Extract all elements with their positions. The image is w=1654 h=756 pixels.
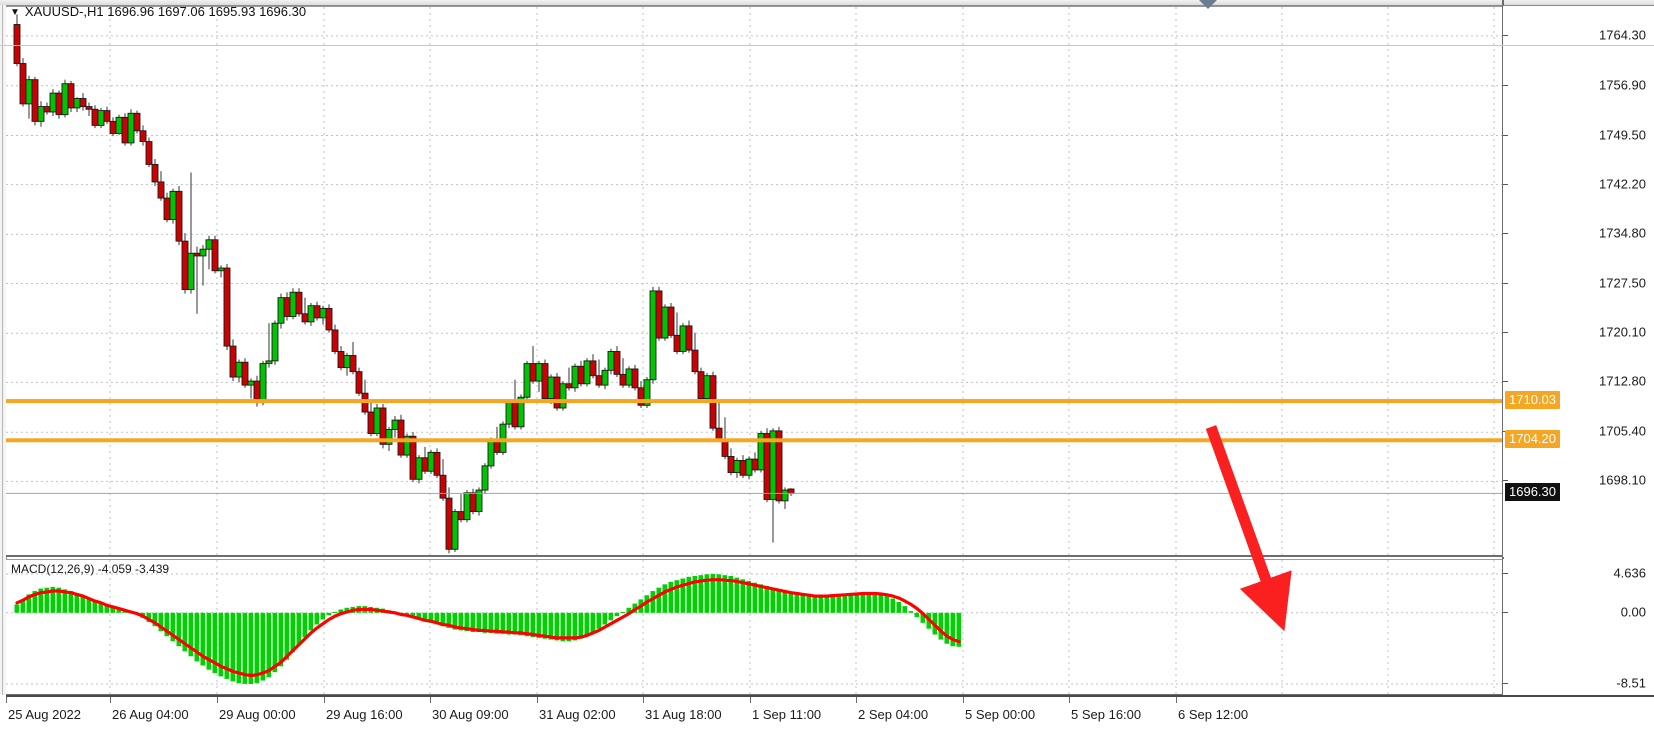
price-tick-mark [1503, 381, 1508, 383]
time-tick-mark [856, 697, 857, 703]
time-tick-label: 30 Aug 09:00 [432, 707, 509, 722]
price-chart-pane[interactable] [6, 6, 1502, 557]
time-tick-label: 26 Aug 04:00 [112, 707, 189, 722]
symbol-ohlc-text: XAUUSD-,H1 1696.96 1697.06 1695.93 1696.… [24, 4, 307, 19]
price-level-label[interactable]: 1710.03 [1505, 391, 1560, 410]
time-axis-bottom-border [0, 45, 1654, 46]
symbol-info-bar: ▼ XAUUSD-,H1 1696.96 1697.06 1695.93 1696… [10, 4, 306, 19]
time-tick-mark [110, 697, 111, 703]
macd-tick-label: -8.51 [1616, 675, 1646, 691]
macd-tick-label: 4.636 [1613, 565, 1646, 581]
time-tick-mark [750, 697, 751, 703]
time-tick-mark [217, 697, 218, 703]
price-tick-mark [1503, 34, 1508, 36]
window-top-strip [0, 0, 1654, 6]
time-tick-label: 1 Sep 11:00 [752, 707, 822, 722]
price-tick-mark [1503, 282, 1508, 284]
time-tick-mark [1069, 697, 1070, 703]
macd-tick-label: 0.00 [1620, 604, 1646, 620]
time-axis[interactable]: 25 Aug 2022 26 Aug 04:00 29 Aug 00:00 29 Au… [6, 695, 1654, 756]
time-tick-mark [963, 697, 964, 703]
time-tick-mark [430, 697, 431, 703]
macd-tick-mark [1503, 611, 1508, 613]
time-tick-label: 2 Sep 04:00 [858, 707, 929, 722]
time-tick-mark [6, 697, 7, 703]
triangle-down-marker-icon[interactable] [1199, 0, 1217, 9]
price-tick-mark [1503, 134, 1508, 136]
time-tick-label: 31 Aug 02:00 [539, 707, 616, 722]
macd-indicator-pane[interactable]: MACD(12,26,9) -4.059 -3.439 [6, 559, 1502, 695]
macd-tick-mark [1503, 573, 1508, 574]
price-tick-label: 1727.50 [1599, 275, 1646, 291]
macd-legend: MACD(12,26,9) -4.059 -3.439 [11, 562, 170, 576]
triangle-down-icon[interactable]: ▼ [10, 7, 20, 18]
time-tick-mark [1176, 697, 1177, 703]
price-tick-label: 1712.80 [1599, 373, 1646, 389]
time-tick-mark [324, 697, 325, 703]
candlestick-canvas [6, 7, 1502, 555]
time-tick-label: 31 Aug 18:00 [645, 707, 722, 722]
price-tick-label: 1698.10 [1599, 472, 1646, 488]
price-tick-mark [1503, 332, 1508, 334]
price-tick-label: 1720.10 [1599, 324, 1646, 340]
price-tick-mark [1503, 183, 1508, 185]
macd-canvas [6, 560, 1502, 694]
time-tick-label: 25 Aug 2022 [8, 707, 82, 722]
price-tick-label: 1764.30 [1599, 27, 1646, 43]
price-tick-label: 1705.40 [1599, 423, 1646, 439]
price-tick-label: 1756.90 [1599, 77, 1646, 93]
price-tick-mark [1503, 480, 1508, 482]
macd-tick-mark [1503, 683, 1508, 684]
price-tick-label: 1749.50 [1599, 127, 1646, 142]
time-tick-label: 29 Aug 16:00 [326, 707, 403, 722]
time-tick-label: 29 Aug 00:00 [219, 707, 296, 722]
price-tick-label: 1734.80 [1599, 225, 1646, 241]
price-axis-scale[interactable]: 1764.30 1756.90 1749.50 1742.20 1734.80 1727.… [1503, 6, 1654, 557]
time-tick-label: 5 Sep 00:00 [965, 707, 1036, 722]
price-tick-mark [1503, 233, 1508, 235]
price-level-label[interactable]: 1704.20 [1505, 430, 1560, 449]
time-tick-label: 5 Sep 16:00 [1071, 707, 1142, 722]
price-tick-label: 1742.20 [1599, 176, 1646, 192]
time-tick-label: 6 Sep 12:00 [1178, 707, 1249, 722]
time-tick-mark [643, 697, 644, 703]
price-tick-mark [1503, 84, 1508, 86]
current-price-label: 1696.30 [1505, 483, 1560, 502]
macd-axis-scale[interactable]: 4.636 0.00 -8.51 [1503, 559, 1654, 695]
time-tick-mark [537, 697, 538, 703]
